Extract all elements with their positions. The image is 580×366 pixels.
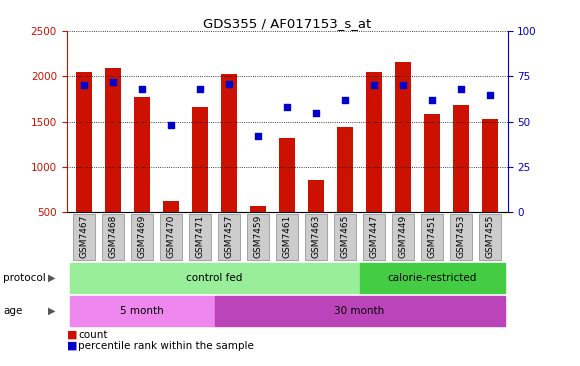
- Bar: [134, 97, 150, 258]
- Bar: [360, 264, 505, 293]
- Point: [224, 81, 234, 87]
- FancyBboxPatch shape: [218, 214, 240, 260]
- Text: GSM7463: GSM7463: [311, 214, 321, 258]
- Text: GSM7467: GSM7467: [79, 214, 89, 258]
- Text: GSM7453: GSM7453: [456, 214, 466, 258]
- FancyBboxPatch shape: [305, 214, 327, 260]
- Bar: [250, 206, 266, 258]
- Point: [369, 83, 379, 89]
- Bar: [215, 296, 505, 326]
- FancyBboxPatch shape: [334, 214, 356, 260]
- FancyBboxPatch shape: [73, 214, 95, 260]
- Point: [398, 83, 408, 89]
- FancyBboxPatch shape: [131, 214, 153, 260]
- Text: ▶: ▶: [48, 273, 55, 283]
- Text: age: age: [3, 306, 22, 316]
- Bar: [424, 115, 440, 258]
- Point: [456, 86, 466, 92]
- Bar: [76, 72, 92, 258]
- Point: [485, 92, 495, 97]
- FancyBboxPatch shape: [450, 214, 472, 260]
- Point: [79, 83, 89, 89]
- Bar: [482, 119, 498, 258]
- Text: protocol: protocol: [3, 273, 46, 283]
- FancyBboxPatch shape: [189, 214, 211, 260]
- Text: GSM7471: GSM7471: [195, 214, 205, 258]
- Bar: [279, 138, 295, 258]
- Point: [282, 104, 292, 110]
- Text: GSM7465: GSM7465: [340, 214, 350, 258]
- Bar: [192, 107, 208, 258]
- Text: ■: ■: [67, 341, 77, 351]
- Text: GSM7468: GSM7468: [108, 214, 118, 258]
- Text: calorie-restricted: calorie-restricted: [387, 273, 477, 283]
- Text: 5 month: 5 month: [120, 306, 164, 316]
- FancyBboxPatch shape: [276, 214, 298, 260]
- Point: [166, 122, 176, 128]
- Bar: [70, 296, 215, 326]
- Text: GSM7470: GSM7470: [166, 214, 176, 258]
- Text: GSM7451: GSM7451: [427, 214, 437, 258]
- Bar: [70, 264, 360, 293]
- Text: ■: ■: [67, 330, 77, 340]
- FancyBboxPatch shape: [363, 214, 385, 260]
- FancyBboxPatch shape: [102, 214, 124, 260]
- Title: GDS355 / AF017153_s_at: GDS355 / AF017153_s_at: [203, 17, 371, 30]
- Text: ▶: ▶: [48, 306, 55, 316]
- Text: count: count: [78, 330, 108, 340]
- FancyBboxPatch shape: [160, 214, 182, 260]
- Bar: [163, 201, 179, 258]
- Bar: [395, 62, 411, 258]
- FancyBboxPatch shape: [479, 214, 501, 260]
- Point: [195, 86, 205, 92]
- Bar: [308, 180, 324, 258]
- Point: [108, 79, 118, 85]
- Point: [340, 97, 350, 103]
- Bar: [453, 105, 469, 258]
- Text: GSM7455: GSM7455: [485, 214, 495, 258]
- FancyBboxPatch shape: [421, 214, 443, 260]
- Point: [311, 110, 321, 116]
- Text: percentile rank within the sample: percentile rank within the sample: [78, 341, 254, 351]
- Bar: [337, 127, 353, 258]
- FancyBboxPatch shape: [247, 214, 269, 260]
- Text: GSM7469: GSM7469: [137, 214, 147, 258]
- Text: GSM7449: GSM7449: [398, 214, 408, 258]
- Bar: [366, 72, 382, 258]
- FancyBboxPatch shape: [392, 214, 414, 260]
- Text: GSM7457: GSM7457: [224, 214, 234, 258]
- Text: control fed: control fed: [186, 273, 243, 283]
- Text: GSM7459: GSM7459: [253, 214, 263, 258]
- Point: [427, 97, 437, 103]
- Point: [253, 133, 263, 139]
- Text: GSM7461: GSM7461: [282, 214, 292, 258]
- Bar: [221, 74, 237, 258]
- Text: 30 month: 30 month: [335, 306, 385, 316]
- Bar: [105, 68, 121, 258]
- Text: GSM7447: GSM7447: [369, 214, 379, 258]
- Point: [137, 86, 147, 92]
